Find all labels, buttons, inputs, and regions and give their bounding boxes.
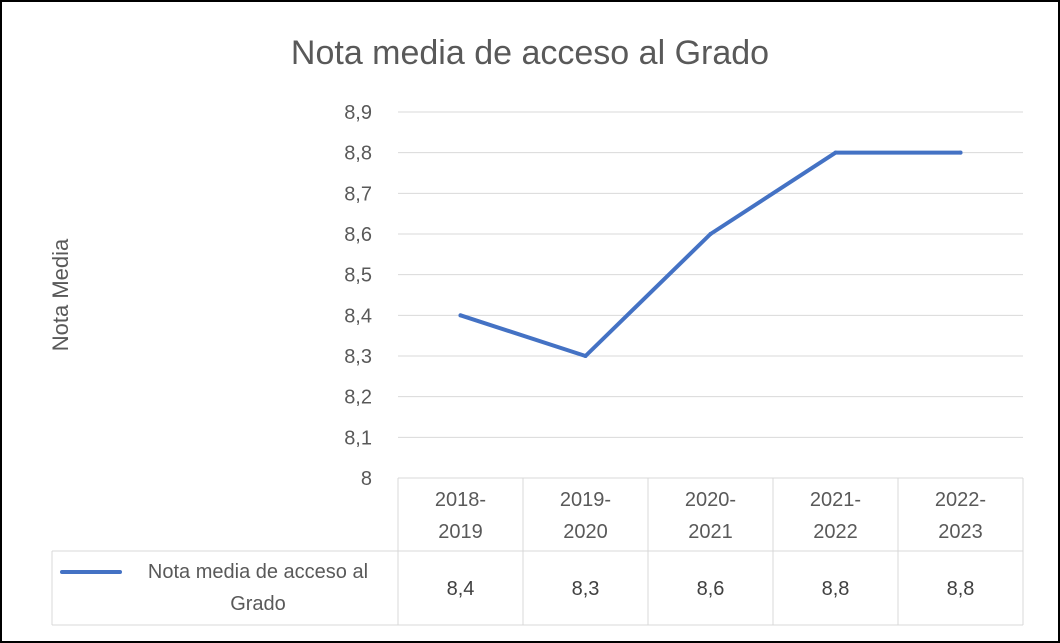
x-tick-label: 2022-	[935, 489, 986, 511]
y-axis-label: Nota Media	[48, 238, 73, 351]
y-tick-label: 8,9	[344, 102, 372, 124]
y-tick-label: 8,6	[344, 224, 372, 246]
y-tick-label: 8,4	[344, 305, 372, 327]
x-tick-label: 2019	[438, 521, 483, 543]
y-tick-label: 8,8	[344, 143, 372, 165]
data-point	[458, 313, 463, 318]
series-line	[458, 150, 963, 358]
data-point	[583, 354, 588, 358]
x-tick-label: 2021-	[810, 489, 861, 511]
y-tick-label: 8	[361, 468, 372, 490]
table-value: 8,3	[572, 578, 600, 600]
table-value: 8,8	[822, 578, 850, 600]
x-tick-label: 2023	[938, 521, 983, 543]
legend-label: Grado	[230, 593, 286, 615]
table-value: 8,6	[697, 578, 725, 600]
y-tick-label: 8,5	[344, 265, 372, 287]
data-point	[833, 150, 838, 155]
data-point	[708, 232, 713, 236]
y-tick-label: 8,2	[344, 387, 372, 409]
data-point	[958, 150, 963, 155]
x-tick-label: 2019-	[560, 489, 611, 511]
x-tick-label: 2018-	[435, 489, 486, 511]
table-value: 8,4	[447, 578, 475, 600]
y-tick-label: 8,1	[344, 427, 372, 449]
x-tick-label: 2021	[688, 521, 733, 543]
chart-title: Nota media de acceso al Grado	[291, 34, 769, 72]
table-value: 8,8	[947, 578, 975, 600]
x-tick-label: 2020-	[685, 489, 736, 511]
y-tick-label: 8,7	[344, 183, 372, 205]
x-tick-label: 2022	[813, 521, 858, 543]
x-tick-label: 2020	[563, 521, 608, 543]
legend-label: Nota media de acceso al	[148, 561, 368, 583]
y-tick-label: 8,3	[344, 346, 372, 368]
